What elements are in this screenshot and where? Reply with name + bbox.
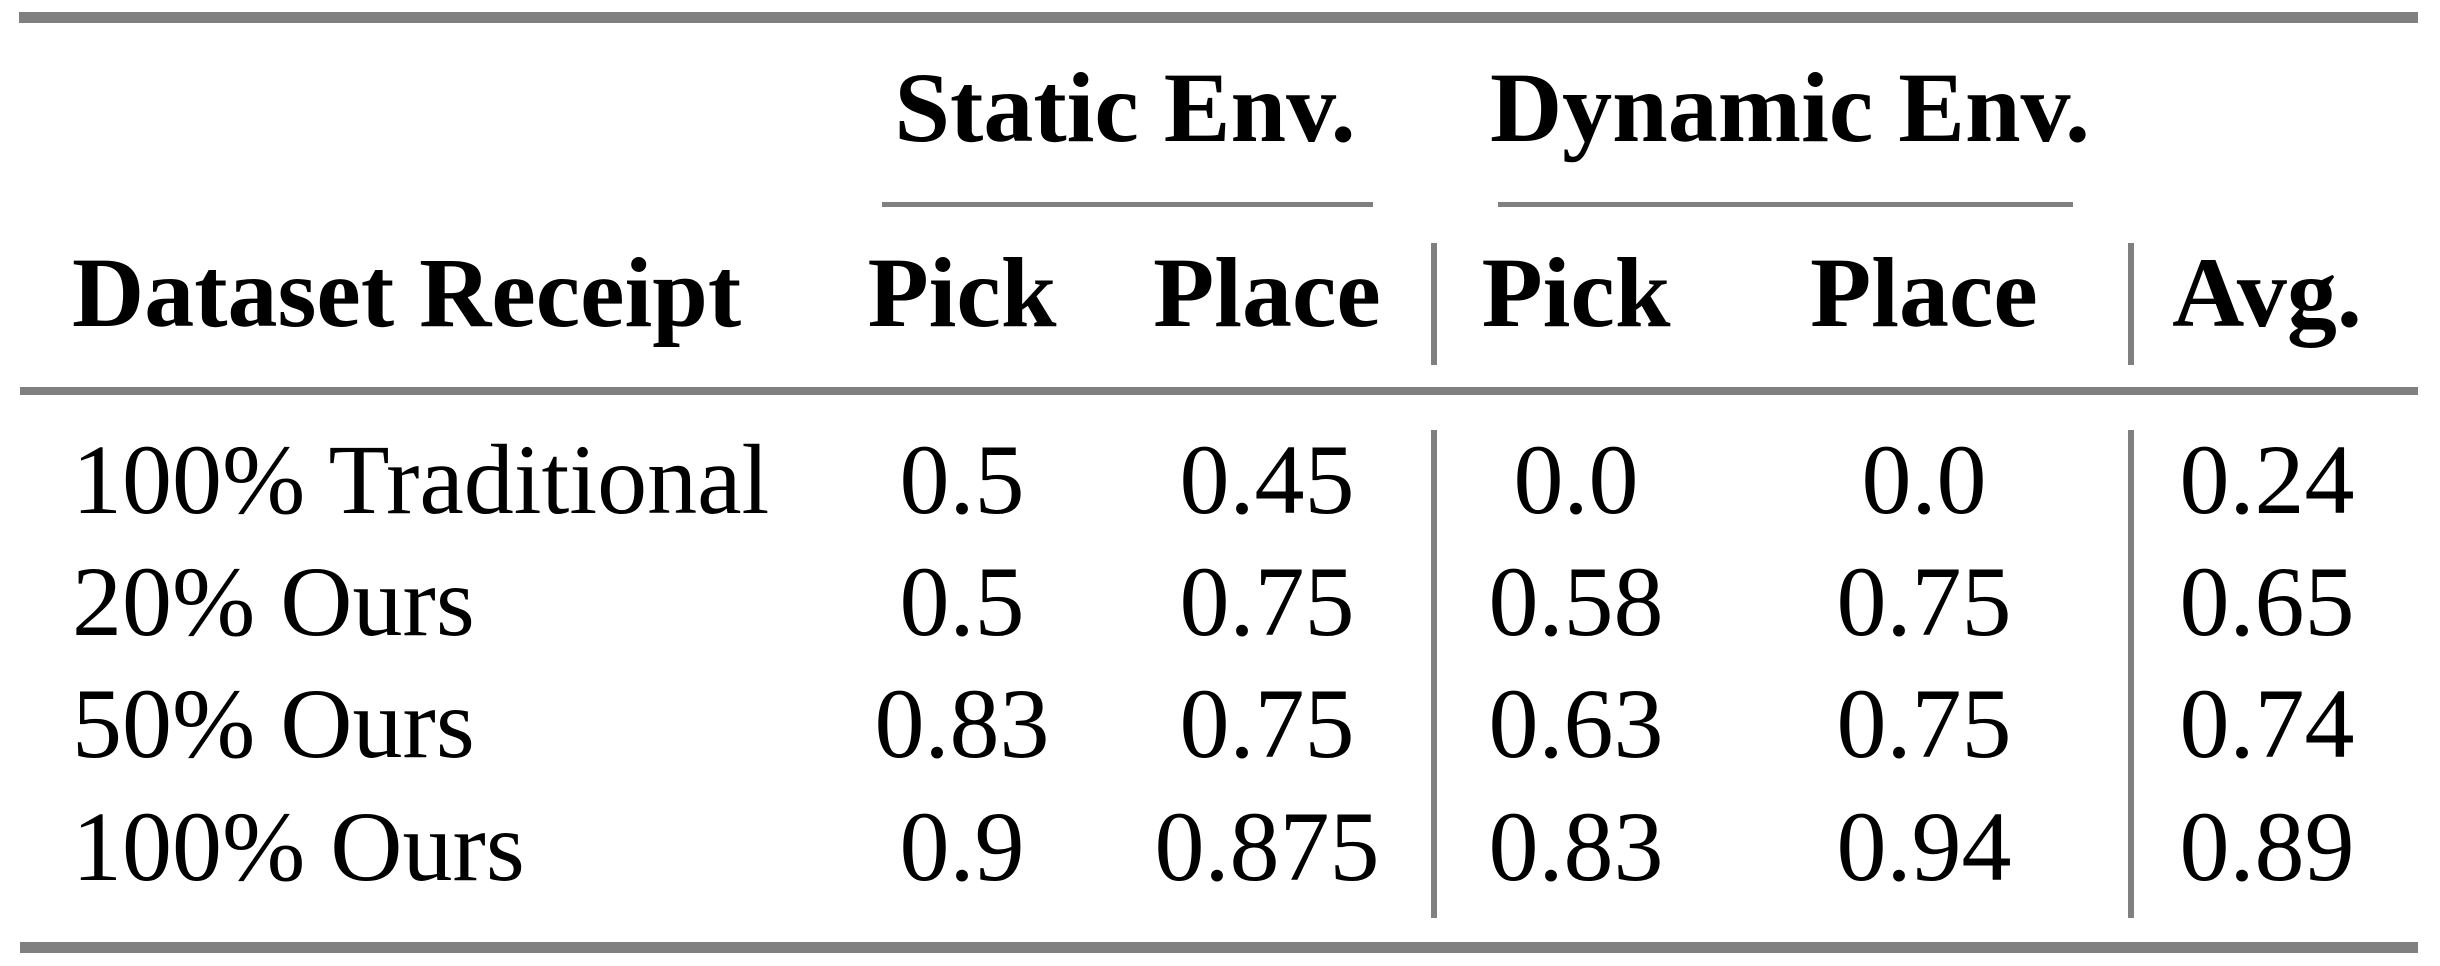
cell-dynamic-place: 0.75 bbox=[1836, 546, 2012, 657]
cell-dynamic-place: 0.0 bbox=[1861, 424, 1987, 535]
cell-static-pick: 0.9 bbox=[899, 791, 1025, 902]
cell-dynamic-pick: 0.0 bbox=[1513, 424, 1639, 535]
cell-dynamic-place: 0.94 bbox=[1836, 791, 2012, 902]
cell-static-pick: 0.5 bbox=[899, 546, 1025, 657]
cell-avg: 0.89 bbox=[2179, 791, 2355, 902]
cell-avg: 0.24 bbox=[2179, 424, 2355, 535]
cell-static-pick: 0.83 bbox=[874, 668, 1050, 779]
dynamic-env-cmidrule bbox=[1498, 202, 2073, 207]
cell-dynamic-pick: 0.58 bbox=[1488, 546, 1664, 657]
row-header-label: Dataset Receipt bbox=[72, 237, 742, 348]
cell-static-place: 0.75 bbox=[1179, 546, 1355, 657]
cell-dynamic-pick: 0.83 bbox=[1488, 791, 1664, 902]
cell-dynamic-pick: 0.63 bbox=[1488, 668, 1664, 779]
cell-static-place: 0.75 bbox=[1179, 668, 1355, 779]
cell-dynamic-place: 0.75 bbox=[1836, 668, 2012, 779]
col-header-static-pick: Pick bbox=[867, 237, 1057, 348]
header-separator-rule bbox=[20, 387, 2418, 395]
table-top-rule bbox=[19, 12, 2418, 23]
cell-avg: 0.74 bbox=[2179, 668, 2355, 779]
row-label: 100% Traditional bbox=[72, 424, 770, 535]
col-header-dynamic-place: Place bbox=[1810, 237, 2038, 348]
col-header-dynamic-pick: Pick bbox=[1481, 237, 1671, 348]
vertical-rule-1-header bbox=[1431, 243, 1437, 365]
vertical-rule-2-header bbox=[2128, 243, 2134, 365]
vertical-rule-1-body bbox=[1431, 430, 1437, 918]
col-header-static-place: Place bbox=[1153, 237, 1381, 348]
row-label: 50% Ours bbox=[72, 668, 475, 779]
static-env-cmidrule bbox=[882, 202, 1373, 207]
cell-static-place: 0.875 bbox=[1154, 791, 1380, 902]
cell-static-place: 0.45 bbox=[1179, 424, 1355, 535]
row-label: 100% Ours bbox=[72, 791, 525, 902]
col-group-static-env: Static Env. bbox=[894, 52, 1356, 163]
col-header-avg: Avg. bbox=[2172, 237, 2362, 348]
cell-static-pick: 0.5 bbox=[899, 424, 1025, 535]
cell-avg: 0.65 bbox=[2179, 546, 2355, 657]
table-bottom-rule bbox=[20, 942, 2418, 953]
row-label: 20% Ours bbox=[72, 546, 475, 657]
col-group-dynamic-env: Dynamic Env. bbox=[1489, 52, 2091, 163]
vertical-rule-2-body bbox=[2128, 430, 2134, 918]
